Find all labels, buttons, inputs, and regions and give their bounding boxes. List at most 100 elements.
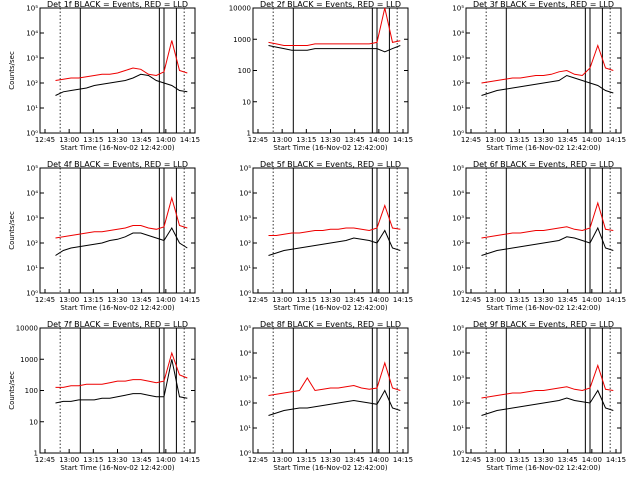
x-axis-label: Start Time (16-Nov-02 12:42:00) [273, 464, 387, 472]
y-tick-label: 10² [452, 240, 464, 248]
panel-title: Det 3f BLACK = Events, RED = LLD [473, 0, 614, 9]
y-tick-label: 10³ [452, 215, 464, 223]
y-tick-label: 10¹ [239, 265, 251, 273]
x-tick-label: 13:15 [296, 136, 316, 144]
y-tick-label: 10² [452, 400, 464, 408]
lld-series-line [55, 196, 188, 239]
y-tick-label: 10¹ [239, 425, 251, 433]
x-tick-label: 13:45 [345, 456, 365, 464]
y-axis-label: Counts/sec [8, 51, 16, 90]
x-tick-label: 12:45 [35, 456, 55, 464]
y-tick-label: 10⁴ [239, 350, 251, 358]
x-tick-label: 13:45 [132, 456, 152, 464]
panel-det-6: Det 6f BLACK = Events, RED = LLD 10⁰ 10¹ 10… [452, 160, 626, 312]
y-tick-label: 10¹ [26, 265, 38, 273]
x-tick-label: 13:30 [107, 296, 127, 304]
y-tick-label: 10¹ [452, 105, 464, 113]
x-tick-label: 13:30 [533, 136, 553, 144]
lld-series-line [55, 351, 188, 388]
y-axis-label: Counts/sec [8, 211, 16, 250]
x-tick-label: 13:15 [296, 296, 316, 304]
y-tick-label: 10⁴ [26, 190, 38, 198]
x-tick-label: 13:15 [83, 136, 103, 144]
events-series-line [55, 226, 188, 256]
x-axis-label: Start Time (16-Nov-02 12:42:00) [273, 144, 387, 152]
x-tick-label: 13:15 [83, 456, 103, 464]
y-tick-label: 10² [26, 80, 38, 88]
lld-series-line [481, 43, 614, 84]
x-tick-label: 14:00 [156, 136, 176, 144]
y-tick-label: 10³ [26, 215, 38, 223]
y-tick-label: 10⁴ [239, 190, 251, 198]
y-tick-label: 100 [25, 387, 38, 395]
y-tick-label: 10⁰ [452, 450, 464, 458]
y-tick-label: 10⁵ [26, 5, 38, 13]
y-tick-label: 10⁵ [26, 165, 38, 173]
plot-frame [39, 327, 196, 454]
y-tick-label: 1000 [233, 36, 251, 44]
x-tick-label: 13:45 [132, 136, 152, 144]
panel-det-7: Det 7f BLACK = Events, RED = LLD 1 10 100 10… [8, 320, 200, 472]
y-tick-label: 10000 [229, 5, 251, 13]
y-tick-label: 10² [239, 400, 251, 408]
plot-frame [39, 167, 196, 294]
lld-series-line [481, 363, 614, 399]
x-tick-label: 14:15 [606, 456, 626, 464]
y-tick-label: 10⁵ [452, 325, 464, 333]
y-axis-label: Counts/sec [8, 371, 16, 410]
y-tick-label: 10⁰ [239, 290, 251, 298]
panel-det-5: Det 5f BLACK = Events, RED = LLD 10⁰ 10¹ 10… [239, 160, 413, 312]
panel-title: Det 1f BLACK = Events, RED = LLD [47, 0, 188, 9]
x-tick-label: 13:15 [509, 296, 529, 304]
x-tick-label: 14:00 [369, 456, 389, 464]
x-tick-label: 12:45 [461, 456, 481, 464]
panel-title: Det 4f BLACK = Events, RED = LLD [47, 160, 188, 169]
x-axis-label: Start Time (16-Nov-02 12:42:00) [60, 464, 174, 472]
y-tick-label: 100 [238, 67, 251, 75]
x-tick-label: 13:30 [320, 456, 340, 464]
panel-det-9: Det 9f BLACK = Events, RED = LLD 10⁰ 10¹ 10… [452, 320, 626, 472]
x-tick-label: 13:00 [272, 296, 292, 304]
x-tick-label: 12:45 [248, 296, 268, 304]
y-tick-label: 10¹ [26, 105, 38, 113]
x-tick-label: 14:15 [393, 296, 413, 304]
y-tick-label: 10⁴ [452, 350, 464, 358]
y-tick-label: 10³ [239, 215, 251, 223]
x-tick-label: 14:15 [180, 136, 200, 144]
y-tick-label: 10¹ [452, 265, 464, 273]
x-tick-label: 12:45 [35, 296, 55, 304]
panel-title: Det 9f BLACK = Events, RED = LLD [473, 320, 614, 329]
events-series-line [268, 389, 401, 416]
lld-series-line [55, 40, 188, 81]
panel-title: Det 8f BLACK = Events, RED = LLD [260, 320, 401, 329]
panel-title: Det 2f BLACK = Events, RED = LLD [260, 0, 401, 9]
y-tick-label: 10⁴ [452, 190, 464, 198]
x-tick-label: 13:15 [296, 456, 316, 464]
x-tick-label: 14:15 [180, 456, 200, 464]
y-tick-label: 1 [247, 130, 251, 138]
x-tick-label: 13:30 [320, 296, 340, 304]
plot-frame [39, 7, 196, 134]
x-axis-label: Start Time (16-Nov-02 12:42:00) [486, 464, 600, 472]
x-tick-label: 13:30 [107, 456, 127, 464]
x-axis-label: Start Time (16-Nov-02 12:42:00) [273, 304, 387, 312]
panel-det-1: Det 1f BLACK = Events, RED = LLD 10⁰ 10¹ 10… [8, 0, 200, 152]
y-tick-label: 10³ [239, 375, 251, 383]
events-series-line [481, 226, 614, 256]
y-tick-label: 1 [34, 450, 38, 458]
x-tick-label: 14:00 [156, 456, 176, 464]
x-tick-label: 13:30 [533, 296, 553, 304]
x-tick-label: 14:00 [369, 296, 389, 304]
panel-det-8: Det 8f BLACK = Events, RED = LLD 10⁰ 10¹ 10… [239, 320, 413, 472]
x-tick-label: 13:00 [272, 456, 292, 464]
x-tick-label: 13:15 [83, 296, 103, 304]
y-tick-label: 10² [452, 80, 464, 88]
x-tick-label: 12:45 [248, 136, 268, 144]
x-tick-label: 13:30 [107, 136, 127, 144]
x-axis-label: Start Time (16-Nov-02 12:42:00) [60, 304, 174, 312]
plot-frame [465, 7, 622, 134]
x-tick-label: 12:45 [461, 296, 481, 304]
events-series-line [481, 389, 614, 416]
